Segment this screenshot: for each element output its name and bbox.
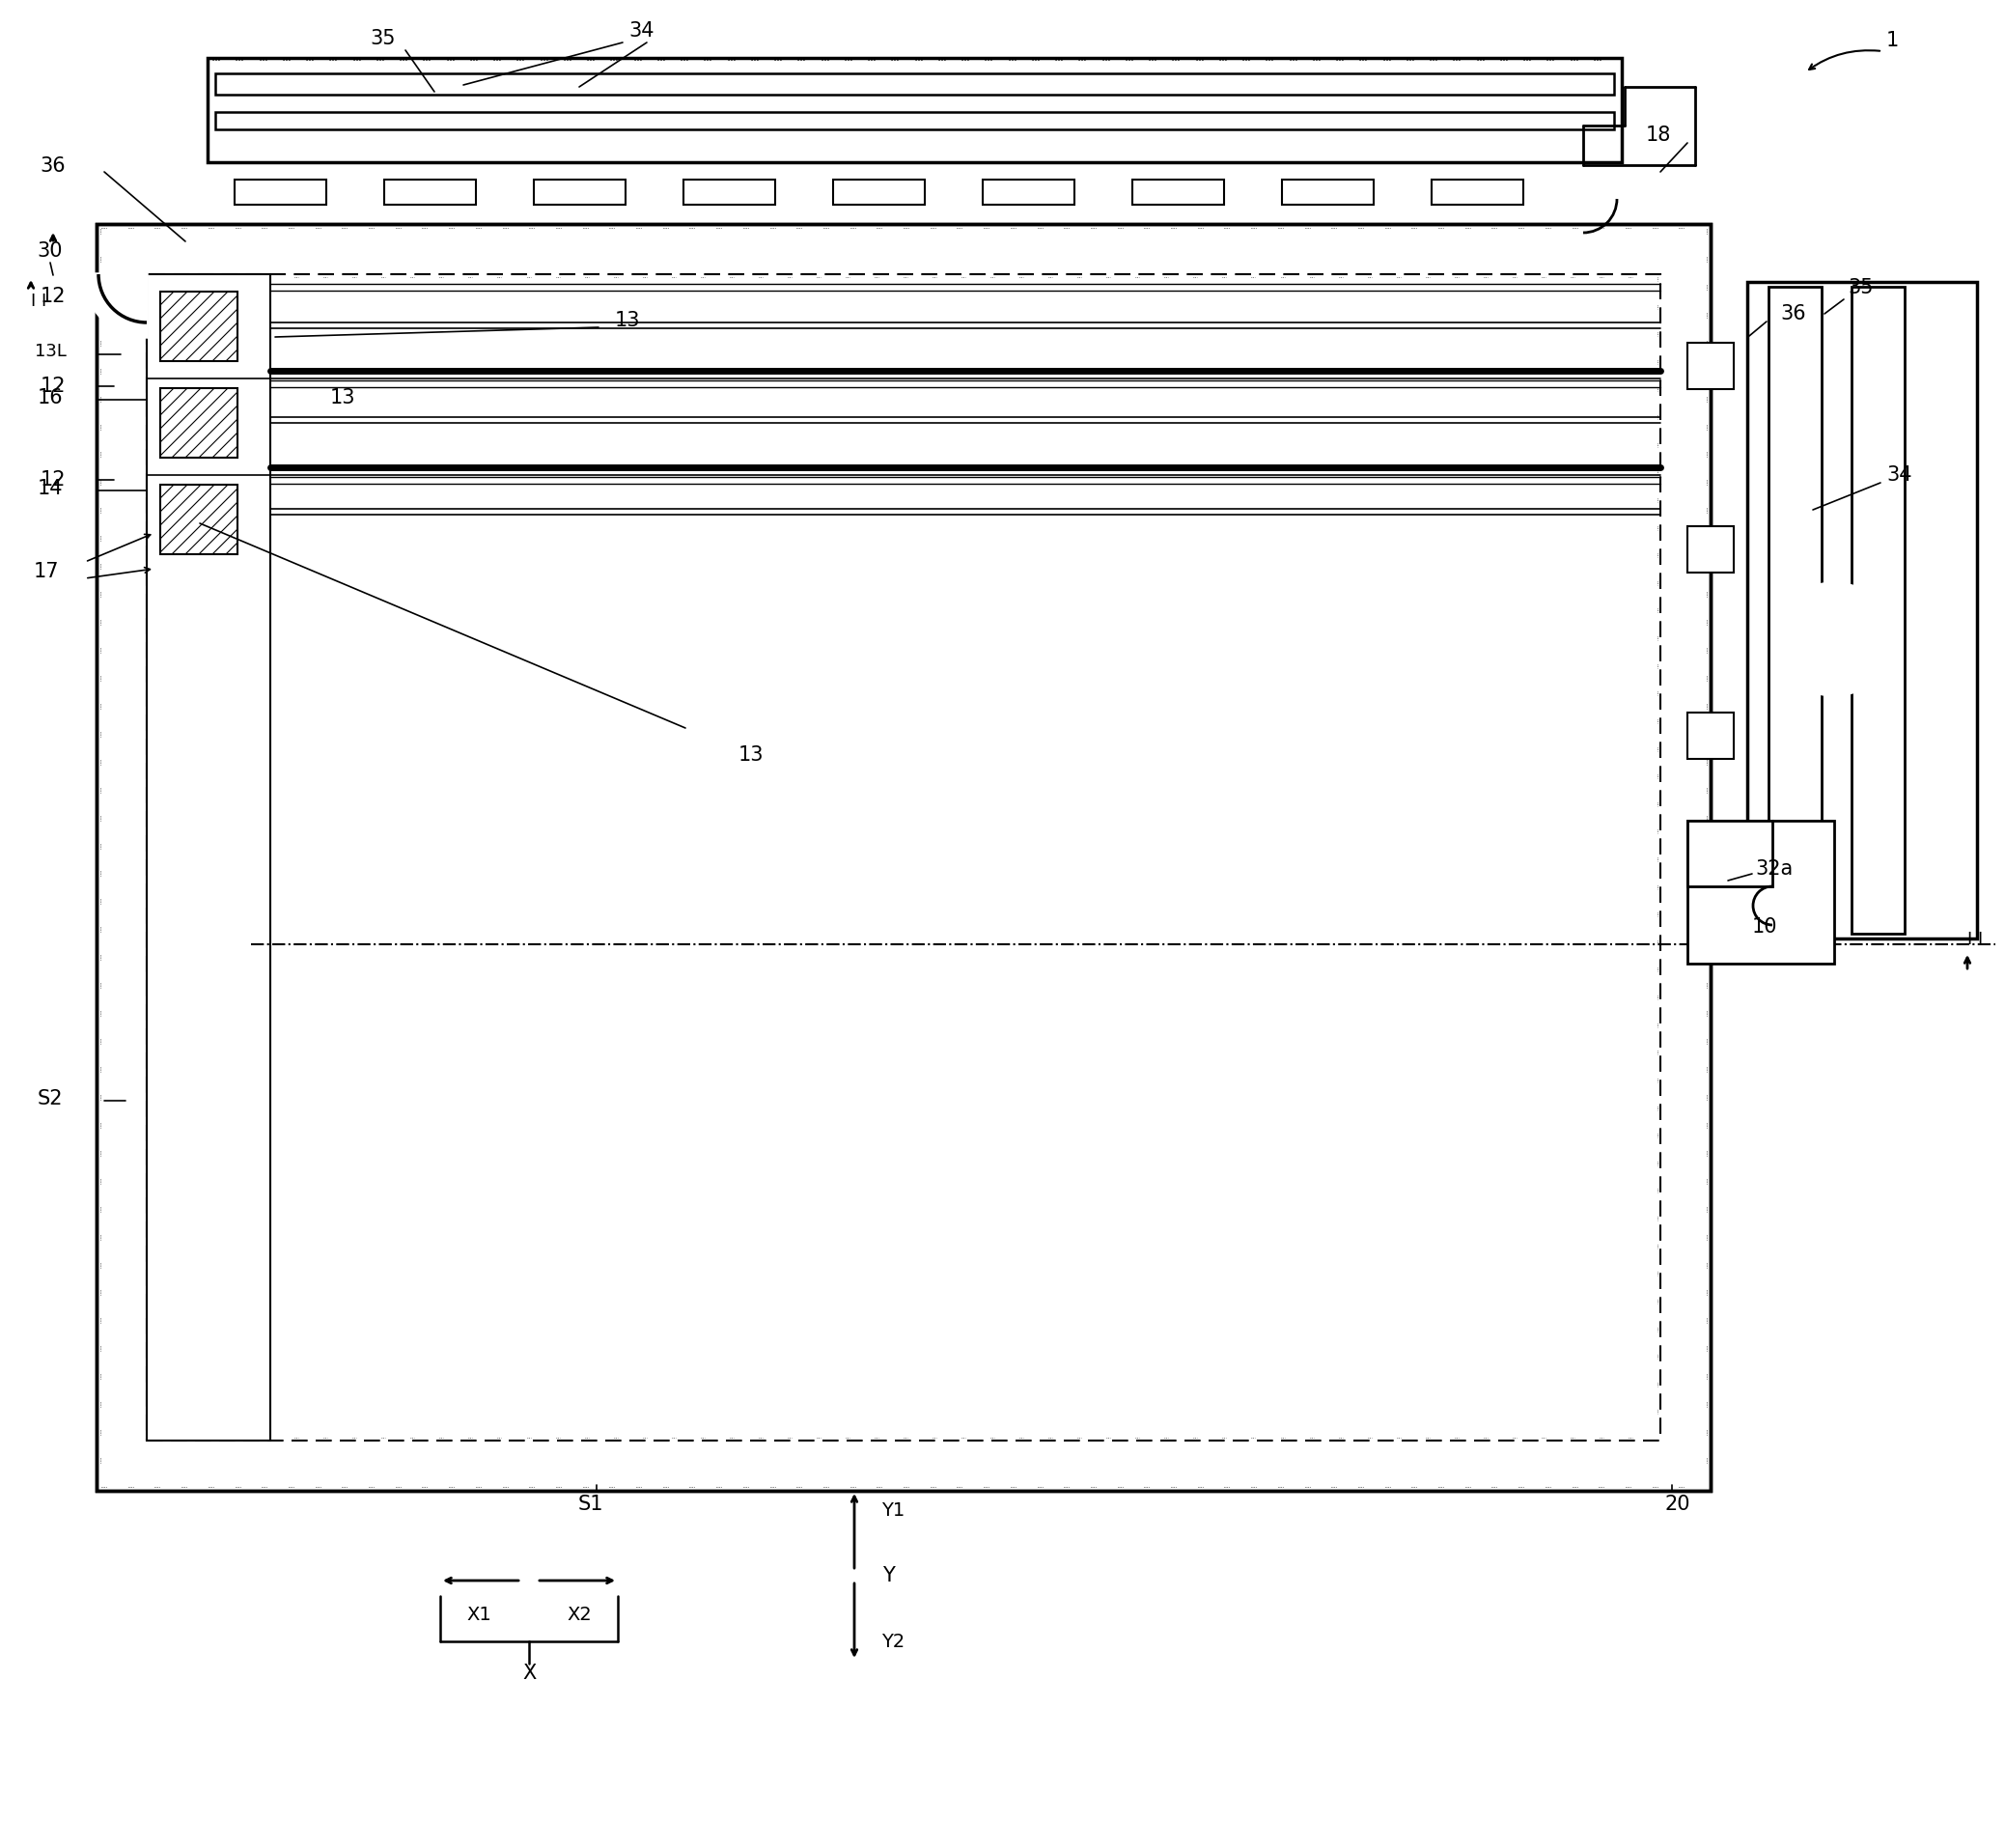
Bar [1688, 713, 1734, 760]
Text: I I: I I [1967, 931, 1983, 948]
Bar [385, 179, 475, 205]
Text: 32a: 32a [1754, 859, 1792, 878]
Bar [96, 224, 146, 1491]
Text: S2: S2 [38, 1088, 62, 1109]
Bar [215, 113, 1614, 129]
Text: Y2: Y2 [882, 1632, 904, 1650]
Bar [96, 1441, 1710, 1491]
Bar [1688, 342, 1734, 390]
Text: 36: 36 [1780, 305, 1807, 323]
Bar [1688, 821, 1772, 887]
Bar [1688, 821, 1835, 963]
Text: 30: 30 [38, 242, 62, 261]
Bar [146, 274, 1660, 1441]
Bar [215, 74, 1614, 94]
Text: S1: S1 [577, 1495, 604, 1514]
Text: 16: 16 [38, 388, 62, 407]
Bar [834, 179, 924, 205]
Bar [1768, 286, 1823, 933]
Text: 20: 20 [1664, 1495, 1690, 1514]
Bar [1851, 286, 1905, 933]
Text: 35: 35 [371, 30, 397, 48]
Text: 12: 12 [40, 377, 66, 395]
Text: 18: 18 [1646, 126, 1672, 144]
Bar [160, 292, 237, 360]
Bar [209, 57, 1622, 163]
Text: X: X [521, 1663, 535, 1684]
Text: 12: 12 [40, 469, 66, 490]
Text: 10: 10 [1752, 917, 1776, 937]
Bar [684, 179, 776, 205]
Text: X1: X1 [467, 1606, 491, 1624]
Text: 35: 35 [1849, 277, 1875, 298]
Bar [96, 224, 1710, 274]
Text: 34: 34 [630, 20, 656, 41]
Text: 1: 1 [1885, 31, 1899, 50]
Bar [96, 224, 1710, 1491]
Bar [1281, 179, 1373, 205]
Text: X2: X2 [567, 1606, 591, 1624]
Bar [1746, 283, 1977, 939]
Circle shape [1778, 584, 1891, 695]
Text: Y1: Y1 [882, 1501, 904, 1519]
Bar [235, 179, 327, 205]
Text: 13: 13 [616, 310, 640, 331]
Bar [533, 179, 626, 205]
Bar [1133, 179, 1223, 205]
Wedge shape [84, 274, 146, 336]
Bar [146, 274, 271, 1441]
Bar [982, 179, 1075, 205]
Text: 13: 13 [331, 388, 355, 407]
Text: Y: Y [882, 1565, 894, 1586]
Bar [1688, 527, 1734, 573]
Bar [96, 224, 1710, 1491]
Text: 36: 36 [40, 157, 66, 176]
Text: 13: 13 [738, 745, 764, 765]
Text: 13L: 13L [34, 342, 66, 360]
Bar [160, 484, 237, 554]
Text: 17: 17 [34, 562, 58, 582]
Text: I I: I I [30, 292, 46, 310]
Bar [1432, 179, 1524, 205]
Text: 12: 12 [40, 286, 66, 307]
Bar [160, 388, 237, 458]
Text: 14: 14 [38, 479, 62, 499]
Text: 34: 34 [1887, 466, 1913, 484]
Bar [1660, 224, 1710, 1491]
